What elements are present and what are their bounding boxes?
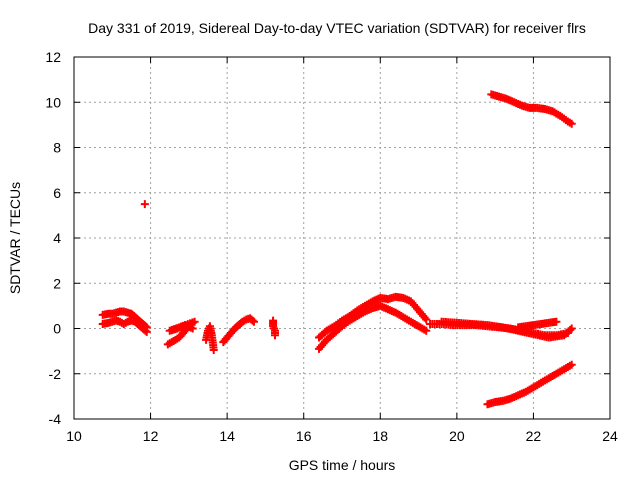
y-tick-label: -2	[49, 366, 62, 382]
x-tick-label: 18	[372, 428, 388, 444]
data-point	[566, 325, 575, 334]
x-tick-label: 22	[526, 428, 542, 444]
series-isolated-point	[140, 200, 149, 209]
series-arc-e	[269, 316, 279, 340]
x-tick-label: 12	[143, 428, 159, 444]
series-arc-c	[202, 322, 218, 354]
series-arc-b	[163, 317, 199, 349]
y-tick-label: 2	[53, 275, 61, 291]
series-arc-a-lower	[98, 316, 151, 336]
data-point	[422, 315, 431, 324]
chart-title: Day 331 of 2019, Sidereal Day-to-day VTE…	[88, 20, 586, 36]
data-point	[249, 317, 258, 326]
x-tick-label: 14	[219, 428, 235, 444]
y-axis-label: SDTVAR / TECUs	[7, 182, 23, 294]
data-point	[567, 360, 576, 369]
series-arc-low	[483, 360, 576, 409]
data-point	[188, 324, 197, 333]
x-tick-label: 10	[66, 428, 82, 444]
series-arc-i	[514, 317, 561, 332]
x-axis-label: GPS time / hours	[289, 457, 396, 473]
y-tick-label: 10	[45, 94, 61, 110]
series-arc-high	[487, 90, 576, 128]
x-tick-label: 16	[296, 428, 312, 444]
x-tick-label: 24	[602, 428, 618, 444]
data-point	[271, 331, 279, 340]
data-point	[552, 317, 561, 326]
x-tick-label: 20	[449, 428, 465, 444]
data-point	[567, 119, 576, 128]
series-arc-f-lower	[315, 301, 431, 353]
data-point	[248, 316, 257, 325]
y-tick-label: 12	[45, 49, 61, 65]
data-point	[140, 200, 149, 209]
data-point	[422, 326, 431, 335]
series-arc-d	[219, 314, 258, 347]
y-tick-label: 0	[53, 321, 61, 337]
y-tick-label: -4	[49, 411, 62, 427]
data-point	[141, 326, 150, 335]
data-point	[142, 327, 151, 336]
y-tick-label: 8	[53, 140, 61, 156]
data-point	[567, 324, 576, 333]
series-arc-h	[437, 317, 576, 342]
y-tick-label: 6	[53, 185, 61, 201]
data-points	[98, 90, 576, 409]
data-point	[209, 345, 218, 354]
y-tick-label: 4	[53, 230, 61, 246]
